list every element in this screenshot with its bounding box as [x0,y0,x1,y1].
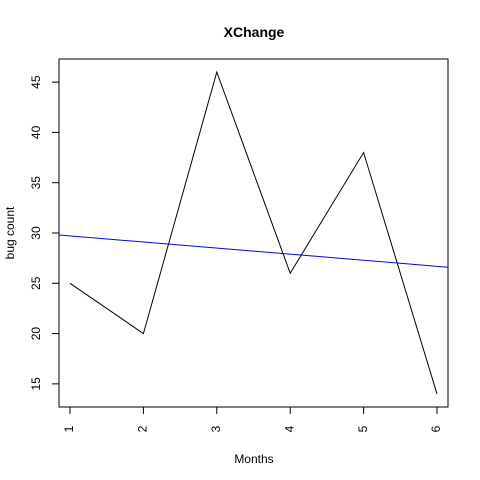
y-tick-label-4: 30 [29,226,43,240]
y-tick-label-5: 35 [29,176,43,190]
trend-line [58,234,449,268]
y-tick-label-1: 15 [29,377,43,391]
x-tick-label-6: 6 [429,425,443,432]
y-axis-title: bug count [3,206,17,259]
x-tick-label-5: 5 [356,425,370,432]
x-tick-label-2: 2 [136,425,150,432]
y-tick-label-7: 45 [29,75,43,89]
x-tick-label-4: 4 [282,425,296,432]
y-tick-label-2: 20 [29,327,43,341]
y-tick-label-6: 40 [29,125,43,139]
plot-frame [58,58,449,408]
y-tick-label-3: 25 [29,276,43,290]
series-line [69,70,438,395]
x-axis-title: Months [234,452,273,466]
chart-title: XChange [224,24,285,40]
x-tick-label-3: 3 [209,425,223,432]
x-tick-label-1: 1 [62,425,76,432]
